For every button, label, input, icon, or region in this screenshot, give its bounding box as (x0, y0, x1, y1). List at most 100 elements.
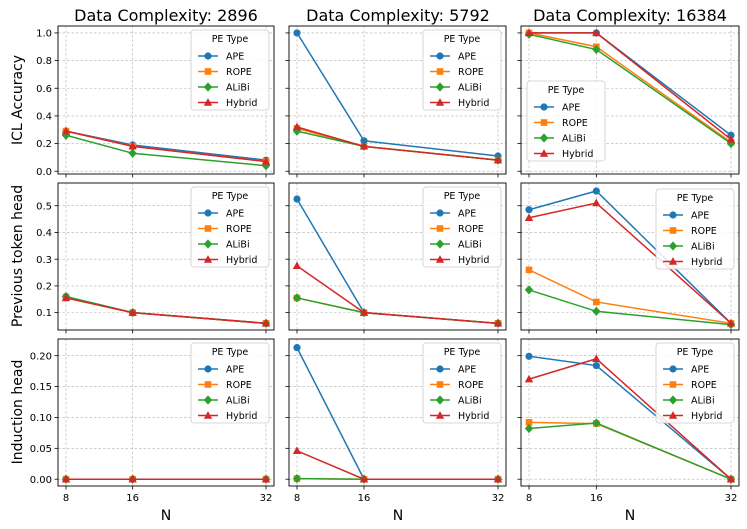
legend-label-hybrid: Hybrid (226, 411, 257, 422)
legend-marker-hybrid (435, 98, 445, 106)
legend-marker-ape (540, 103, 548, 111)
data-point-hybrid-16 (128, 474, 137, 483)
row-label-2: Previous token head (10, 185, 26, 327)
x-tick-label-1: 8 (294, 493, 300, 504)
x-tick-label-2: 16 (590, 493, 603, 504)
legend-marker-ape (436, 365, 444, 373)
data-point-hybrid-32 (493, 318, 503, 327)
legend-marker-hybrid (435, 411, 445, 419)
y-tick-label-1: 0.0 (36, 167, 52, 178)
legend-title: PE Type (677, 193, 714, 204)
x-axis-labels: N N N (161, 508, 635, 524)
legend: PE Type APE ROPE ALiBi Hybrid (422, 29, 502, 111)
legend-label-hybrid: Hybrid (562, 149, 593, 160)
legend-marker-rope (204, 381, 212, 388)
legend-marker-rope (669, 381, 677, 388)
x-tick-label-3: 32 (260, 493, 273, 504)
legend-title: PE Type (677, 347, 714, 358)
legend-marker-rope (204, 68, 212, 75)
panel-frame (288, 182, 507, 331)
panel-r3-c2: 8 16 32 PE Type APE ROPE ALiBi Hybrid (285, 338, 507, 504)
data-point-hybrid-8 (292, 446, 302, 454)
col-title-3: Data Complexity: 16384 (533, 6, 727, 25)
x-tick-label-2: 16 (358, 493, 371, 504)
column-titles: Data Complexity: 2896 Data Complexity: 5… (74, 6, 727, 25)
data-point-ape-8 (293, 29, 301, 37)
data-point-ape-8 (525, 352, 533, 360)
data-point-ape-16 (360, 137, 368, 145)
legend-box (655, 342, 735, 424)
data-point-alibi-16 (592, 306, 601, 316)
legend-label-hybrid: Hybrid (458, 411, 489, 422)
row-label-1: ICL Accuracy (10, 55, 26, 145)
row-labels: ICL Accuracy Previous token head Inducti… (10, 55, 26, 464)
legend: PE Type APE ROPE ALiBi Hybrid (190, 342, 270, 424)
data-point-hybrid-16 (359, 308, 369, 316)
data-point-hybrid-16 (128, 308, 137, 316)
legend-box (190, 342, 270, 424)
y-tick-label-5: 0.8 (36, 56, 52, 67)
legend-label-hybrid: Hybrid (691, 411, 722, 422)
data-point-hybrid-16 (592, 354, 601, 362)
data-point-hybrid-8 (292, 261, 302, 270)
y-tick-label-4: 0.6 (36, 84, 52, 95)
legend-label-rope: ROPE (226, 67, 252, 78)
legend-label-alibi: ALiBi (226, 395, 250, 406)
data-point-alibi-8 (292, 126, 302, 136)
legend-title: PE Type (444, 191, 481, 202)
panel-frame (57, 182, 275, 331)
data-point-alibi-8 (524, 285, 534, 295)
legend-marker-rope (204, 225, 212, 232)
legend-label-ape: APE (458, 364, 476, 375)
legend-marker-alibi (203, 395, 213, 405)
data-point-hybrid-32 (726, 474, 736, 483)
legend-marker-rope (669, 227, 677, 234)
legend-marker-alibi (435, 239, 445, 249)
legend-marker-alibi (435, 82, 445, 92)
legend-label-ape: APE (226, 364, 244, 375)
panel-frame (520, 25, 740, 175)
y-tick-label-5: 0.20 (30, 351, 52, 362)
legend-label-alibi: ALiBi (562, 133, 586, 144)
data-point-rope-8 (525, 419, 533, 426)
legend-marker-rope (436, 68, 444, 75)
legend-label-rope: ROPE (458, 224, 484, 235)
x-tick-label-1: 8 (63, 493, 69, 504)
series-line-ape (65, 295, 267, 325)
legend-label-rope: ROPE (226, 224, 252, 235)
legend-marker-ape (204, 52, 212, 60)
col-title-1: Data Complexity: 2896 (74, 6, 258, 25)
legend-marker-hybrid (668, 411, 678, 419)
legend-label-rope: ROPE (458, 67, 484, 78)
series-line-alibi (65, 295, 267, 325)
legend-label-ape: APE (691, 364, 709, 375)
x-tick-label-3: 32 (725, 493, 738, 504)
legend-label-alibi: ALiBi (458, 395, 482, 406)
legend-label-alibi: ALiBi (226, 239, 250, 250)
y-tick-label-4: 0.15 (30, 382, 52, 393)
x-tick-label-3: 32 (492, 493, 505, 504)
legend-marker-alibi (668, 241, 678, 251)
series-line-hybrid (296, 450, 498, 480)
data-point-ape-16 (592, 187, 600, 195)
panel-r2-c3: PE Type APE ROPE ALiBi Hybrid (517, 182, 740, 334)
legend: PE Type APE ROPE ALiBi Hybrid (190, 29, 270, 111)
data-point-hybrid-16 (592, 28, 601, 37)
data-point-hybrid-8 (524, 213, 534, 221)
panel-r1-c1: 0.0 0.2 0.4 0.6 0.8 1.0 PE Type APE ROPE ALiBi Hyb… (36, 25, 275, 178)
legend-marker-hybrid (539, 149, 549, 157)
legend-marker-rope (540, 119, 548, 126)
data-point-hybrid-32 (726, 318, 736, 327)
legend-label-rope: ROPE (691, 380, 717, 391)
legend-title: PE Type (444, 347, 481, 358)
legend-label-hybrid: Hybrid (226, 255, 257, 266)
data-point-hybrid-32 (493, 155, 503, 164)
series-line-rope (65, 297, 267, 325)
data-point-hybrid-16 (592, 198, 601, 207)
data-point-alibi-16 (128, 148, 137, 158)
legend-label-ape: APE (562, 102, 580, 113)
panels: 0.0 0.2 0.4 0.6 0.8 1.0 PE Type APE ROPE ALiBi Hyb… (30, 25, 740, 504)
legend-box (526, 80, 606, 162)
legend-label-hybrid: Hybrid (691, 257, 722, 268)
series-line-rope (528, 421, 732, 480)
